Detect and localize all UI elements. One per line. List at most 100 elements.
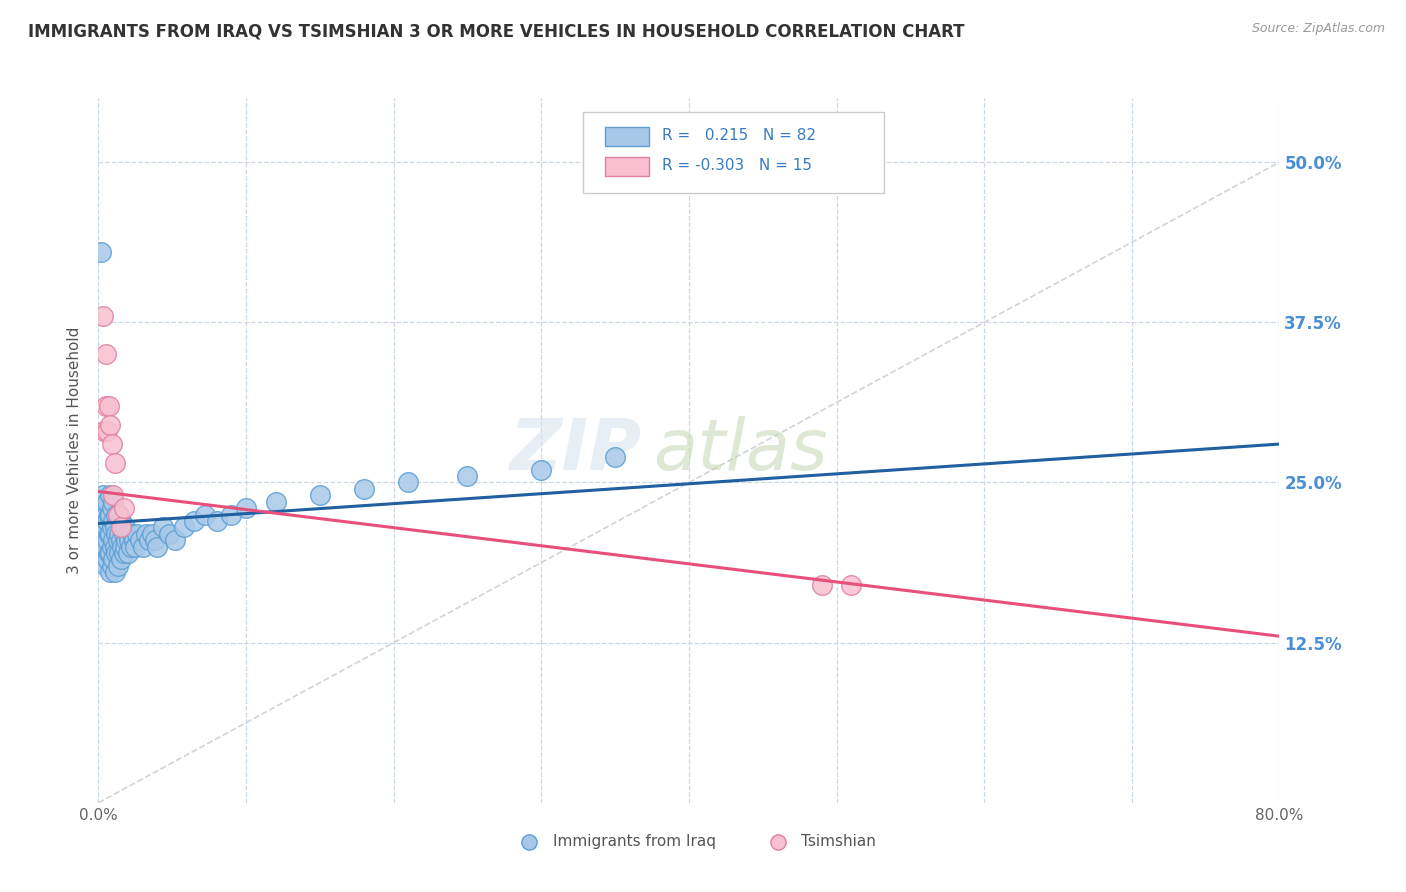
Point — [103, 514, 125, 528]
Point — [194, 508, 217, 522]
Point — [111, 540, 134, 554]
Text: R = -0.303   N = 15: R = -0.303 N = 15 — [662, 158, 811, 172]
Point — [112, 546, 135, 560]
Point — [105, 546, 128, 560]
Point — [90, 244, 112, 259]
Point — [108, 546, 131, 560]
Point — [104, 540, 127, 554]
Point — [105, 526, 128, 541]
Point — [114, 540, 136, 554]
FancyBboxPatch shape — [605, 128, 648, 146]
Point — [605, 450, 627, 464]
Point — [122, 533, 145, 548]
Point — [93, 526, 115, 541]
Point — [98, 508, 121, 522]
Text: atlas: atlas — [654, 416, 828, 485]
Point — [398, 475, 420, 490]
Point — [91, 540, 114, 554]
Point — [141, 526, 163, 541]
Point — [91, 488, 114, 502]
Point — [125, 526, 148, 541]
Point — [118, 533, 141, 548]
Point — [94, 520, 117, 534]
Point — [103, 552, 125, 566]
Point — [143, 533, 166, 548]
Point — [132, 540, 155, 554]
Point — [100, 501, 122, 516]
Point — [157, 526, 180, 541]
Point — [97, 546, 120, 560]
Point — [120, 540, 142, 554]
Point — [110, 520, 132, 534]
Point — [104, 520, 127, 534]
Point — [100, 520, 122, 534]
Text: Tsimshian: Tsimshian — [801, 834, 876, 849]
Point — [146, 540, 169, 554]
Point — [124, 540, 146, 554]
Text: Immigrants from Iraq: Immigrants from Iraq — [553, 834, 716, 849]
Point — [235, 501, 257, 516]
Point — [457, 469, 479, 483]
Point — [104, 565, 127, 579]
Text: IMMIGRANTS FROM IRAQ VS TSIMSHIAN 3 OR MORE VEHICLES IN HOUSEHOLD CORRELATION CH: IMMIGRANTS FROM IRAQ VS TSIMSHIAN 3 OR M… — [28, 22, 965, 40]
Point — [309, 488, 332, 502]
Point — [107, 508, 129, 522]
Point — [96, 514, 118, 528]
Point — [103, 488, 125, 502]
Point — [173, 520, 195, 534]
Point — [98, 417, 121, 432]
Point — [108, 526, 131, 541]
Point — [841, 578, 863, 592]
Point — [530, 463, 553, 477]
Point — [114, 520, 136, 534]
Point — [810, 578, 832, 592]
Point — [936, 866, 959, 880]
Point — [138, 533, 160, 548]
Point — [98, 488, 121, 502]
Point — [117, 526, 139, 541]
Point — [110, 514, 132, 528]
Y-axis label: 3 or more Vehicles in Household: 3 or more Vehicles in Household — [67, 326, 83, 574]
Point — [128, 533, 150, 548]
Point — [100, 437, 122, 451]
Point — [221, 508, 243, 522]
Point — [107, 533, 129, 548]
Point — [108, 508, 131, 522]
Point — [93, 424, 115, 438]
Text: R =   0.215   N = 82: R = 0.215 N = 82 — [662, 128, 815, 143]
Point — [96, 494, 118, 508]
Point — [111, 520, 134, 534]
Point — [183, 514, 205, 528]
Point — [96, 552, 118, 566]
Point — [98, 565, 121, 579]
Point — [104, 456, 127, 470]
Point — [98, 526, 121, 541]
Point — [121, 526, 143, 541]
Point — [626, 866, 648, 880]
Point — [94, 540, 117, 554]
Point — [93, 546, 115, 560]
Point — [110, 533, 132, 548]
Point — [110, 552, 132, 566]
Point — [353, 482, 375, 496]
Text: ZIP: ZIP — [509, 416, 641, 485]
Point — [103, 494, 125, 508]
Point — [117, 546, 139, 560]
Point — [135, 526, 157, 541]
FancyBboxPatch shape — [582, 112, 884, 194]
Point — [93, 501, 115, 516]
FancyBboxPatch shape — [605, 157, 648, 176]
Point — [96, 533, 118, 548]
Point — [96, 424, 118, 438]
Point — [94, 508, 117, 522]
Point — [264, 494, 287, 508]
Point — [165, 533, 187, 548]
Point — [97, 526, 120, 541]
Point — [105, 508, 128, 522]
Point — [97, 508, 120, 522]
Text: Source: ZipAtlas.com: Source: ZipAtlas.com — [1251, 22, 1385, 36]
Point — [91, 309, 114, 323]
Point — [98, 546, 121, 560]
Point — [94, 558, 117, 573]
Point — [103, 533, 125, 548]
